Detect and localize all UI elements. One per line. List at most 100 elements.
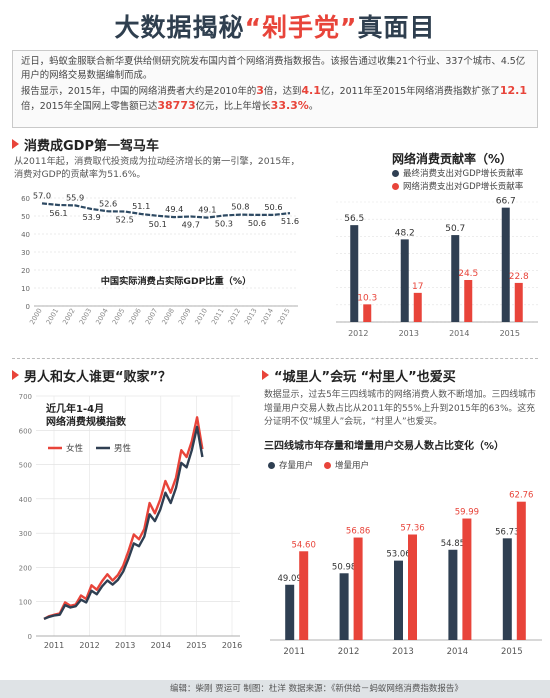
data-label: 49.09 [278, 574, 302, 584]
legend-label-female: 女性 [66, 443, 84, 454]
section2-heading: 网络消费贡献率（%） [392, 152, 513, 166]
intro-box: 近日，蚂蚁金服联合新华夏供给侧研究院发布国内首个网络消费指数报告。该报告通过收集… [12, 50, 538, 128]
bar-existing-users [394, 560, 403, 640]
data-label: 50.1 [149, 219, 167, 229]
data-label: 49.4 [165, 204, 183, 214]
data-label: 66.7 [496, 197, 516, 207]
data-label: 51.6 [281, 216, 299, 226]
y-tick-label: 30 [21, 249, 30, 257]
data-label: 62.76 [509, 491, 533, 501]
legend-dot-red [392, 183, 399, 190]
legend-existing-users: 存量用户 [268, 459, 313, 471]
section4-heading-text: “城里人”会玩 “村里人”也爱买 [274, 370, 456, 385]
chart-title-line2: 网络消费规模指数 [46, 415, 127, 428]
data-label: 56.1 [49, 208, 67, 218]
data-label: 56.73 [495, 527, 519, 537]
bar-final-consumption [400, 239, 409, 322]
data-label: 52.6 [99, 198, 117, 208]
intro-text: 报告显示，2015年，中国的网络消费者大约是2010年的 [21, 86, 257, 97]
y-tick-label: 40 [21, 231, 30, 239]
data-label: 24.5 [458, 269, 478, 279]
y-tick-label: 0 [26, 303, 30, 311]
section4-description: 数据显示，过去5年三四线城市的网络消费人数不断增加。三四线城市增量用户交易人数占… [264, 390, 536, 427]
bar-existing-users [285, 584, 295, 640]
x-tick-label: 2009 [177, 307, 193, 326]
data-label: 50.6 [248, 218, 266, 228]
bar-new-users [462, 518, 472, 640]
data-label: 54.85 [441, 539, 465, 549]
data-label: 53.9 [82, 212, 100, 222]
bar-existing-users [502, 538, 512, 640]
legend-final-consumption: 最终消费支出对GDP增长贡献率 [392, 167, 523, 179]
x-tick-label: 2015 [501, 647, 523, 657]
legend-dot-navy [268, 462, 275, 469]
x-tick-label: 2012 [348, 329, 368, 338]
city-user-bar-chart: 49.09 54.60 2011 50.98 56.86 2012 53.06 57.36 20… [270, 491, 542, 657]
title-suffix: 真面目 [357, 13, 436, 42]
data-label: 56.86 [346, 527, 370, 537]
legend-label: 网络消费支出对GDP增长贡献率 [403, 182, 524, 192]
y-tick-label: 0 [28, 633, 32, 641]
y-tick-label: 400 [19, 496, 32, 504]
data-label: 50.6 [264, 202, 282, 212]
data-label: 49.1 [198, 205, 216, 215]
intro-number: 3 [256, 84, 264, 97]
intro-number: 4.1 [301, 84, 321, 97]
contribution-bar-chart: 56.5 10.3 2012 48.2 17 2013 50.7 24.5 2014 66.7 22… [336, 197, 538, 338]
data-label: 50.7 [445, 224, 465, 234]
x-tick-label: 2013 [392, 647, 414, 657]
legend-label: 增量用户 [335, 461, 370, 471]
x-tick-label: 2010 [193, 307, 209, 326]
title-prefix: 大数据揭秘 [114, 13, 245, 42]
legend-dot-navy [392, 170, 399, 177]
bar-existing-users [339, 573, 349, 640]
y-tick-label: 700 [19, 393, 32, 401]
bar-new-users [516, 501, 526, 640]
x-tick-label: 2011 [210, 307, 226, 326]
x-tick-label: 2005 [111, 307, 127, 326]
x-tick-label: 2007 [144, 307, 160, 326]
y-tick-label: 50 [21, 213, 30, 221]
chart-title-line1: 近几年1-4月 [46, 402, 104, 415]
x-tick-label: 2015 [500, 329, 520, 338]
intro-paragraph-1: 近日，蚂蚁金服联合新华夏供给侧研究院发布国内首个网络消费指数报告。该报告通过收集… [21, 56, 526, 81]
x-tick-label: 2000 [28, 307, 44, 326]
data-label: 54.60 [292, 540, 316, 550]
x-tick-label: 2004 [94, 307, 110, 326]
data-label: 57.36 [400, 524, 424, 534]
section3-heading: 男人和女人谁更“败家”？ [12, 366, 171, 385]
intro-text: 亿，2011年至2015年网络消费指数扩张了 [320, 86, 500, 97]
data-label: 50.3 [215, 218, 233, 228]
x-tick-label: 2006 [127, 307, 143, 326]
intro-paragraph-2: 报告显示，2015年，中国的网络消费者大约是2010年的3倍，达到4.1亿，20… [21, 84, 529, 114]
bar-new-users [408, 534, 417, 640]
line-female [43, 416, 204, 620]
intro-number: 38773 [157, 99, 196, 112]
arrow-icon [12, 370, 19, 380]
legend-label: 存量用户 [279, 461, 314, 471]
y-tick-label: 200 [19, 564, 32, 572]
y-tick-label: 100 [19, 599, 32, 607]
data-label: 57.0 [33, 190, 51, 200]
intro-text: 。 [308, 101, 319, 112]
legend-label: 最终消费支出对GDP增长贡献率 [403, 169, 524, 179]
data-label: 49.7 [182, 220, 200, 230]
data-label: 22.8 [509, 272, 529, 282]
intro-number: 12.1 [499, 84, 528, 97]
intro-text: 倍，2015年全国网上零售额已达 [21, 101, 158, 112]
y-tick-label: 10 [21, 285, 30, 293]
y-tick-label: 500 [19, 462, 32, 470]
x-tick-label: 2008 [160, 307, 176, 326]
bar-online-consumption [363, 304, 372, 322]
legend-new-users: 增量用户 [324, 459, 369, 471]
bar-online-consumption [464, 280, 473, 322]
x-tick-label: 2015 [186, 641, 206, 650]
intro-text: 倍，达到 [263, 86, 302, 97]
legend-dot-red [324, 462, 331, 469]
section1-heading: 消费成GDP第一驾马车 [12, 135, 159, 154]
bar-final-consumption [451, 235, 460, 322]
section1-heading-text: 消费成GDP第一驾马车 [24, 139, 159, 154]
x-tick-label: 2011 [44, 641, 64, 650]
x-tick-label: 2012 [338, 647, 360, 657]
bar-final-consumption [350, 225, 359, 322]
